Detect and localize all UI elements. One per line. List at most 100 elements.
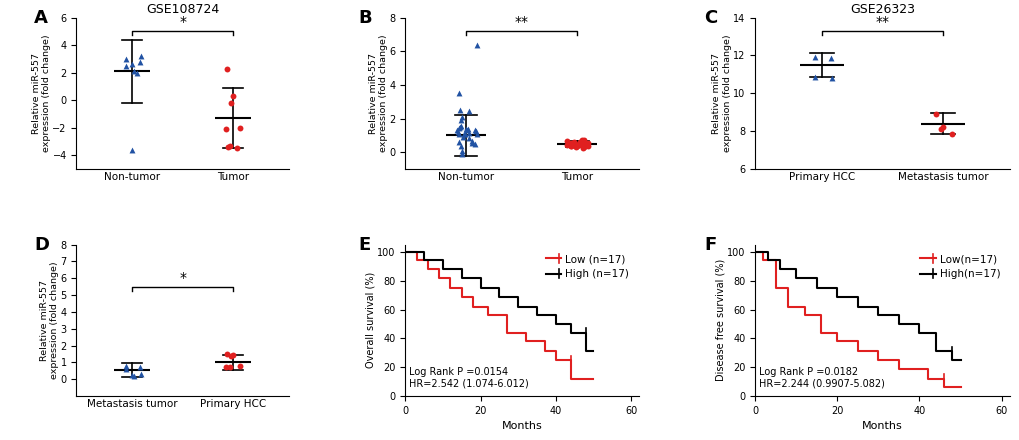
Point <box>223 99 239 106</box>
Point <box>450 130 467 137</box>
Legend: Low(n=17), High(n=17): Low(n=17), High(n=17) <box>915 250 1004 283</box>
Point <box>459 126 475 133</box>
Point <box>463 137 479 144</box>
Point <box>578 140 594 147</box>
Point <box>460 125 476 132</box>
Point <box>558 138 575 145</box>
Y-axis label: Relative miR-557
expression (fold change): Relative miR-557 expression (fold change… <box>32 34 51 152</box>
Point <box>221 364 237 371</box>
Point <box>467 140 483 147</box>
Point <box>572 138 588 145</box>
Point <box>565 141 581 148</box>
Title: GSE108724: GSE108724 <box>146 4 219 16</box>
Point <box>575 142 591 149</box>
Point <box>453 133 470 140</box>
Text: B: B <box>359 8 372 26</box>
Point <box>576 140 592 147</box>
Point <box>450 139 467 146</box>
Point <box>223 352 239 359</box>
Y-axis label: Overall survival (%): Overall survival (%) <box>366 272 375 368</box>
Point <box>575 143 591 150</box>
X-axis label: Months: Months <box>861 421 902 431</box>
Y-axis label: Relative miR-557
expression (fold change): Relative miR-557 expression (fold change… <box>368 34 387 152</box>
Legend: Low (n=17), High (n=17): Low (n=17), High (n=17) <box>541 250 633 283</box>
Point <box>466 126 482 133</box>
Point <box>933 124 950 131</box>
Point <box>568 143 584 150</box>
Point <box>123 61 140 68</box>
Point <box>566 139 582 146</box>
Point <box>932 126 949 133</box>
Point <box>571 141 587 148</box>
Point <box>562 142 579 149</box>
Point <box>224 92 240 99</box>
Point <box>575 145 591 152</box>
Point <box>126 68 143 75</box>
Point <box>453 114 470 121</box>
Point <box>450 125 467 132</box>
Point <box>927 110 944 117</box>
Point <box>468 130 484 137</box>
Point <box>561 142 578 149</box>
Point <box>574 136 590 143</box>
Point <box>228 145 245 152</box>
Point <box>460 129 476 136</box>
Point <box>562 142 579 149</box>
Point <box>573 141 589 148</box>
Y-axis label: Relative miR-557
expression (fold change): Relative miR-557 expression (fold change… <box>711 34 731 152</box>
Point <box>823 75 840 82</box>
Point <box>569 143 585 150</box>
Text: Log Rank P =0.0182
HR=2.244 (0.9907-5.082): Log Rank P =0.0182 HR=2.244 (0.9907-5.08… <box>758 367 884 389</box>
Point <box>218 363 234 370</box>
Point <box>221 142 237 149</box>
Text: Log Rank P =0.0154
HR=2.542 (1.074-6.012): Log Rank P =0.0154 HR=2.542 (1.074-6.012… <box>409 367 528 389</box>
Point <box>131 364 148 371</box>
Point <box>451 107 468 114</box>
Text: **: ** <box>515 15 529 29</box>
Point <box>232 124 249 131</box>
Point <box>457 130 473 137</box>
Point <box>458 126 474 133</box>
Point <box>455 130 472 137</box>
Point <box>560 141 577 148</box>
Point <box>571 141 587 148</box>
Point <box>557 141 574 148</box>
Point <box>453 150 470 158</box>
Point <box>224 351 240 358</box>
Point <box>567 143 583 150</box>
Point <box>461 108 477 115</box>
Point <box>124 146 141 153</box>
Point <box>464 139 480 147</box>
Point <box>461 135 477 142</box>
Point <box>219 65 235 72</box>
Point <box>451 123 468 130</box>
Point <box>567 141 583 148</box>
Point <box>576 136 592 143</box>
Text: A: A <box>34 8 48 26</box>
Title: GSE26323: GSE26323 <box>849 4 914 16</box>
X-axis label: Months: Months <box>501 421 542 431</box>
Point <box>218 125 234 132</box>
Point <box>132 370 149 378</box>
Y-axis label: Disease free survival (%): Disease free survival (%) <box>715 259 726 381</box>
Text: C: C <box>704 8 717 26</box>
Point <box>132 53 149 60</box>
Point <box>448 127 465 134</box>
Point <box>232 362 249 369</box>
Point <box>561 139 578 146</box>
Point <box>453 147 470 154</box>
Point <box>452 143 469 150</box>
Point <box>573 139 589 147</box>
Point <box>131 58 148 65</box>
Point <box>452 123 469 130</box>
Point <box>118 62 135 69</box>
Point <box>450 90 467 97</box>
Point <box>118 55 135 62</box>
Point <box>564 140 580 147</box>
Point <box>468 41 484 48</box>
Text: D: D <box>34 235 49 253</box>
Text: **: ** <box>874 15 889 29</box>
Text: *: * <box>179 15 185 29</box>
Point <box>467 127 483 134</box>
Point <box>579 139 595 147</box>
